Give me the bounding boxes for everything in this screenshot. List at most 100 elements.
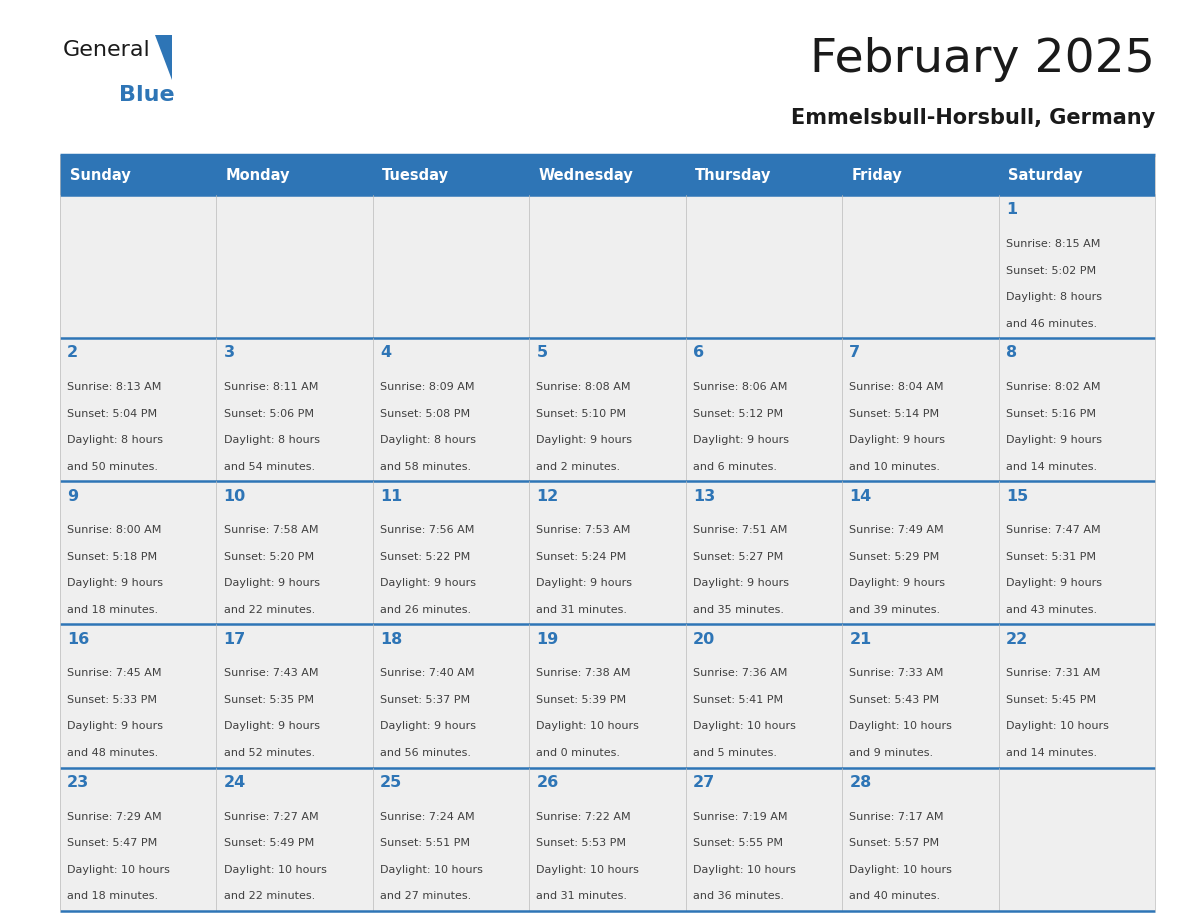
Text: Daylight: 9 hours: Daylight: 9 hours [68, 578, 163, 588]
Bar [216, 338, 373, 481]
Text: Sunrise: 8:08 AM: Sunrise: 8:08 AM [537, 382, 631, 392]
Bar [685, 338, 842, 481]
Text: Sunrise: 7:29 AM: Sunrise: 7:29 AM [68, 812, 162, 822]
Text: 23: 23 [68, 775, 89, 789]
Bar [61, 481, 216, 624]
Text: Daylight: 9 hours: Daylight: 9 hours [1006, 435, 1101, 445]
Text: Daylight: 10 hours: Daylight: 10 hours [849, 722, 952, 732]
Text: Sunset: 5:39 PM: Sunset: 5:39 PM [537, 695, 626, 705]
Text: 26: 26 [537, 775, 558, 789]
Bar [842, 195, 999, 338]
Text: and 48 minutes.: and 48 minutes. [68, 748, 158, 758]
Bar [216, 767, 373, 911]
Bar [530, 767, 685, 911]
Text: and 35 minutes.: and 35 minutes. [693, 605, 784, 615]
Text: Daylight: 10 hours: Daylight: 10 hours [849, 865, 952, 875]
Text: 3: 3 [223, 345, 235, 361]
Text: and 5 minutes.: and 5 minutes. [693, 748, 777, 758]
Text: 19: 19 [537, 632, 558, 647]
Text: Sunset: 5:29 PM: Sunset: 5:29 PM [849, 552, 940, 562]
Text: Sunrise: 7:36 AM: Sunrise: 7:36 AM [693, 668, 788, 678]
Text: 1: 1 [1006, 202, 1017, 218]
Text: and 39 minutes.: and 39 minutes. [849, 605, 941, 615]
Text: General: General [63, 40, 150, 60]
Text: Sunset: 5:18 PM: Sunset: 5:18 PM [68, 552, 157, 562]
Text: Sunrise: 8:13 AM: Sunrise: 8:13 AM [68, 382, 162, 392]
Text: and 43 minutes.: and 43 minutes. [1006, 605, 1097, 615]
Text: Daylight: 9 hours: Daylight: 9 hours [849, 435, 946, 445]
Text: Sunrise: 7:27 AM: Sunrise: 7:27 AM [223, 812, 318, 822]
Text: Daylight: 8 hours: Daylight: 8 hours [1006, 292, 1101, 302]
Text: 25: 25 [380, 775, 403, 789]
Text: 7: 7 [849, 345, 860, 361]
Text: 2: 2 [68, 345, 78, 361]
Text: Sunset: 5:14 PM: Sunset: 5:14 PM [849, 409, 940, 419]
Text: Sunset: 5:53 PM: Sunset: 5:53 PM [537, 838, 626, 848]
Bar [530, 195, 685, 338]
Text: Sunset: 5:16 PM: Sunset: 5:16 PM [1006, 409, 1095, 419]
Text: and 10 minutes.: and 10 minutes. [849, 462, 940, 472]
Text: Daylight: 8 hours: Daylight: 8 hours [380, 435, 476, 445]
Text: Sunrise: 7:19 AM: Sunrise: 7:19 AM [693, 812, 788, 822]
Text: 6: 6 [693, 345, 704, 361]
Text: 8: 8 [1006, 345, 1017, 361]
Text: February 2025: February 2025 [810, 38, 1155, 83]
Text: Sunrise: 7:58 AM: Sunrise: 7:58 AM [223, 525, 318, 535]
Text: Sunset: 5:55 PM: Sunset: 5:55 PM [693, 838, 783, 848]
Text: and 14 minutes.: and 14 minutes. [1006, 748, 1097, 758]
Text: Wednesday: Wednesday [539, 167, 633, 183]
Text: and 31 minutes.: and 31 minutes. [537, 891, 627, 901]
Text: Sunrise: 8:06 AM: Sunrise: 8:06 AM [693, 382, 788, 392]
Text: Sunset: 5:35 PM: Sunset: 5:35 PM [223, 695, 314, 705]
Bar [373, 767, 530, 911]
Text: Sunrise: 8:09 AM: Sunrise: 8:09 AM [380, 382, 474, 392]
Text: Sunday: Sunday [70, 167, 131, 183]
Text: Sunrise: 7:40 AM: Sunrise: 7:40 AM [380, 668, 474, 678]
Text: and 31 minutes.: and 31 minutes. [537, 605, 627, 615]
Text: Sunset: 5:10 PM: Sunset: 5:10 PM [537, 409, 626, 419]
Bar [842, 624, 999, 767]
Bar [61, 624, 216, 767]
Text: Daylight: 9 hours: Daylight: 9 hours [537, 578, 632, 588]
Bar [999, 481, 1155, 624]
Text: Sunrise: 7:51 AM: Sunrise: 7:51 AM [693, 525, 788, 535]
Text: Sunset: 5:27 PM: Sunset: 5:27 PM [693, 552, 783, 562]
Text: Daylight: 10 hours: Daylight: 10 hours [223, 865, 327, 875]
Bar [216, 195, 373, 338]
Text: and 2 minutes.: and 2 minutes. [537, 462, 620, 472]
Text: Daylight: 10 hours: Daylight: 10 hours [693, 722, 796, 732]
Text: Daylight: 8 hours: Daylight: 8 hours [223, 435, 320, 445]
Text: and 27 minutes.: and 27 minutes. [380, 891, 472, 901]
Text: Blue: Blue [120, 85, 175, 105]
Text: Sunrise: 7:24 AM: Sunrise: 7:24 AM [380, 812, 475, 822]
Text: and 18 minutes.: and 18 minutes. [68, 605, 158, 615]
Text: Sunset: 5:33 PM: Sunset: 5:33 PM [68, 695, 157, 705]
Text: Sunset: 5:49 PM: Sunset: 5:49 PM [223, 838, 314, 848]
Text: Saturday: Saturday [1009, 167, 1082, 183]
Bar [530, 481, 685, 624]
Text: Sunset: 5:57 PM: Sunset: 5:57 PM [849, 838, 940, 848]
Text: Daylight: 10 hours: Daylight: 10 hours [537, 865, 639, 875]
Text: 27: 27 [693, 775, 715, 789]
Text: Sunrise: 8:15 AM: Sunrise: 8:15 AM [1006, 239, 1100, 249]
Text: 22: 22 [1006, 632, 1028, 647]
Text: Sunrise: 7:17 AM: Sunrise: 7:17 AM [849, 812, 943, 822]
Bar [685, 195, 842, 338]
Text: and 22 minutes.: and 22 minutes. [223, 891, 315, 901]
Text: Sunset: 5:37 PM: Sunset: 5:37 PM [380, 695, 470, 705]
Text: Daylight: 9 hours: Daylight: 9 hours [1006, 578, 1101, 588]
Bar [373, 195, 530, 338]
Bar [842, 767, 999, 911]
Text: Sunset: 5:22 PM: Sunset: 5:22 PM [380, 552, 470, 562]
Text: Sunrise: 8:04 AM: Sunrise: 8:04 AM [849, 382, 943, 392]
Text: 24: 24 [223, 775, 246, 789]
Text: Daylight: 9 hours: Daylight: 9 hours [380, 578, 476, 588]
Text: 4: 4 [380, 345, 391, 361]
Text: 21: 21 [849, 632, 872, 647]
Text: Sunset: 5:02 PM: Sunset: 5:02 PM [1006, 265, 1095, 275]
Text: Daylight: 9 hours: Daylight: 9 hours [223, 578, 320, 588]
Polygon shape [154, 35, 172, 80]
Text: and 9 minutes.: and 9 minutes. [849, 748, 934, 758]
Text: Sunrise: 7:56 AM: Sunrise: 7:56 AM [380, 525, 474, 535]
Text: 18: 18 [380, 632, 403, 647]
